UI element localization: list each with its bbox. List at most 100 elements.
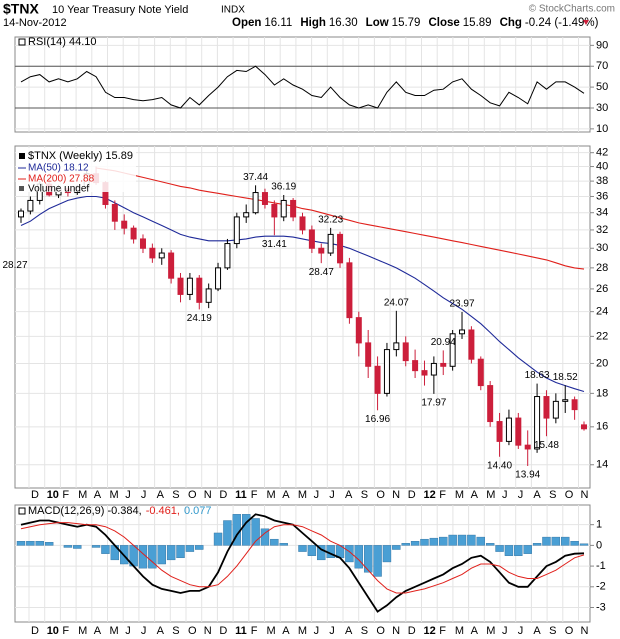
- candle-body: [271, 203, 278, 218]
- legend-entry: MA(50) 18.12: [28, 163, 89, 174]
- candle-body: [149, 247, 156, 259]
- candle-body: [487, 385, 494, 423]
- x-tick-label: D: [219, 625, 227, 637]
- histogram-bar: [392, 545, 401, 550]
- x-tick-label: J: [125, 625, 131, 637]
- candle-body: [252, 192, 259, 214]
- histogram-bar: [101, 545, 110, 554]
- candle-body: [261, 192, 268, 205]
- quote: Open 16.11 High 16.30 Low 15.79 Close 15.89 Chg -…: [232, 17, 599, 29]
- price-annotation: 13.94: [515, 470, 540, 481]
- candle-body: [308, 229, 315, 249]
- x-tick-label: F: [251, 625, 258, 637]
- candle-body: [365, 342, 372, 367]
- candle-body: [205, 288, 212, 303]
- price-annotation: 24.07: [384, 297, 409, 308]
- candle-body: [318, 247, 325, 254]
- x-tick-label: 10: [47, 489, 59, 501]
- x-tick-label: J: [502, 625, 508, 637]
- candle-body: [299, 216, 306, 231]
- histogram-bar: [213, 532, 223, 546]
- histogram-bar: [523, 545, 532, 554]
- candle-body: [215, 267, 222, 290]
- candle-body: [121, 220, 128, 229]
- candle-body: [168, 252, 175, 279]
- quote-value: 15.79: [392, 17, 421, 29]
- x-tick-label: M: [455, 489, 464, 501]
- histogram-bar: [439, 536, 448, 546]
- x-tick-label: S: [172, 489, 179, 501]
- macd-line: [20, 513, 585, 613]
- x-tick-label: A: [94, 489, 102, 501]
- candle-body: [111, 203, 118, 222]
- y-tick-label: 36: [596, 190, 608, 202]
- x-tick-label: F: [439, 489, 446, 501]
- rsi-line: [20, 65, 585, 109]
- y-tick-label: 28: [596, 262, 608, 274]
- candle-body: [543, 396, 550, 419]
- x-tick-label: S: [361, 625, 368, 637]
- x-tick-label: J: [518, 489, 524, 501]
- x-tick-label: O: [188, 625, 197, 637]
- quote-value: 15.89: [463, 17, 492, 29]
- x-tick-label: M: [110, 489, 119, 501]
- candle-body: [327, 233, 334, 254]
- x-tick-label: M: [486, 489, 495, 501]
- y-tick-label: 30: [596, 242, 608, 254]
- histogram-bar: [185, 545, 195, 552]
- candle-body: [224, 243, 231, 269]
- x-tick-label: F: [62, 625, 69, 637]
- x-tick-label: D: [31, 489, 39, 501]
- x-tick-label: N: [581, 489, 589, 501]
- histogram-bar: [467, 534, 476, 546]
- x-tick-label: J: [141, 625, 147, 637]
- candle-body: [581, 424, 587, 430]
- x-tick-label: M: [110, 625, 119, 637]
- legend-entry: MACD(12,26,9) -0.384, -0.461, 0.077: [28, 505, 212, 517]
- histogram-bar: [148, 545, 157, 569]
- candle-body: [196, 277, 203, 303]
- x-tick-label: A: [282, 489, 290, 501]
- histogram-bar: [448, 534, 457, 546]
- x-tick-label: D: [408, 625, 416, 637]
- histogram-bar: [476, 536, 485, 546]
- x-tick-label: O: [376, 625, 385, 637]
- x-tick-label: N: [392, 625, 400, 637]
- x-tick-label: O: [565, 489, 574, 501]
- candle-body: [515, 417, 522, 446]
- y-tick-label: -3: [596, 601, 606, 613]
- price-annotation: 15.48: [534, 440, 559, 451]
- legend-marker: [18, 507, 26, 515]
- quote-label: Low: [366, 17, 389, 29]
- x-tick-label: J: [141, 489, 147, 501]
- histogram-bar: [44, 542, 54, 546]
- panel-frame: [14, 504, 591, 623]
- x-tick-label: F: [251, 489, 258, 501]
- price-annotation: 20.94: [431, 337, 456, 348]
- candle-body: [496, 421, 503, 442]
- y-tick-label: 50: [596, 81, 608, 93]
- exchange: INDX: [221, 5, 245, 16]
- price-annotation: 28.47: [309, 267, 334, 278]
- histogram-bar: [157, 545, 166, 565]
- x-tick-label: S: [172, 625, 179, 637]
- price-annotation: 16.96: [365, 414, 390, 425]
- histogram-bar: [91, 545, 101, 548]
- x-tick-label: M: [78, 489, 87, 501]
- x-tick-label: 12: [424, 625, 436, 637]
- candle-body: [449, 333, 456, 367]
- x-tick-label: A: [157, 625, 165, 637]
- histogram-bar: [26, 541, 35, 546]
- y-tick-label: 38: [596, 175, 608, 187]
- candle-body: [524, 444, 531, 450]
- histogram-bar: [570, 541, 579, 546]
- legend-marker: [18, 38, 26, 46]
- x-tick-label: N: [581, 625, 589, 637]
- candle-body: [562, 399, 569, 402]
- histogram-bar: [363, 545, 373, 573]
- x-tick-label: A: [345, 489, 353, 501]
- x-tick-label: A: [282, 625, 290, 637]
- candle-body: [440, 362, 447, 367]
- histogram-bar: [532, 543, 542, 546]
- histogram-bar: [579, 543, 589, 546]
